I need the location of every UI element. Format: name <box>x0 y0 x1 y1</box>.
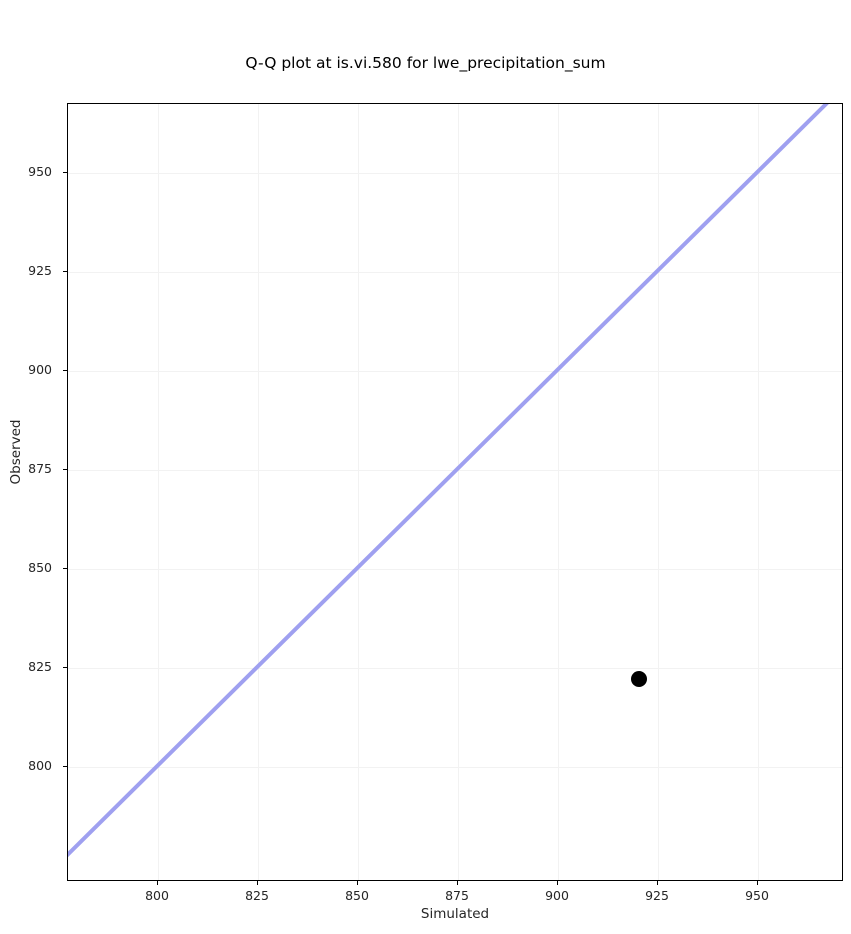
gridline-vertical <box>358 104 359 880</box>
chart-title-line-1: Q-Q plot at is.vi.580 for lwe_precipitat… <box>245 54 606 72</box>
gridline-vertical <box>458 104 459 880</box>
x-tick-mark <box>457 881 458 885</box>
y-tick-label: 900 <box>28 362 52 378</box>
x-tick-mark <box>257 881 258 885</box>
x-tick-label: 900 <box>545 888 569 903</box>
y-tick-mark <box>63 469 67 471</box>
x-axis-label: Simulated <box>420 906 490 922</box>
gridline-horizontal <box>68 173 842 175</box>
x-tick-mark <box>557 881 558 885</box>
y-tick-mark <box>63 172 67 174</box>
y-tick-mark <box>63 370 67 372</box>
y-tick-mark <box>63 271 67 273</box>
x-tick-label: 800 <box>145 888 169 903</box>
x-tick-mark <box>157 881 158 885</box>
y-axis-label: Observed <box>8 419 24 485</box>
gridline-vertical <box>158 104 159 880</box>
gridline-horizontal <box>68 668 842 670</box>
y-tick-label: 800 <box>28 758 52 774</box>
y-tick-label: 950 <box>28 164 52 180</box>
y-tick-mark <box>63 766 67 768</box>
gridline-horizontal <box>68 767 842 769</box>
x-tick-label: 950 <box>745 888 769 903</box>
plot-area <box>67 103 843 881</box>
gridline-vertical <box>258 104 259 880</box>
y-tick-mark <box>63 568 67 570</box>
x-tick-mark <box>357 881 358 885</box>
x-tick-mark <box>757 881 758 885</box>
x-tick-label: 925 <box>645 888 669 903</box>
x-tick-label: 825 <box>245 888 269 903</box>
gridline-horizontal <box>68 569 842 571</box>
x-tick-label: 850 <box>345 888 369 903</box>
y-tick-mark <box>63 667 67 669</box>
gridline-vertical <box>558 104 559 880</box>
x-tick-label: 875 <box>445 888 469 903</box>
x-tick-mark <box>657 881 658 885</box>
one-to-one-reference-line <box>68 104 829 858</box>
gridline-horizontal <box>68 371 842 373</box>
data-point <box>631 670 648 687</box>
gridline-vertical <box>658 104 659 880</box>
y-tick-label: 875 <box>28 461 52 477</box>
y-tick-label: 925 <box>28 263 52 279</box>
y-tick-label: 825 <box>28 659 52 675</box>
gridline-horizontal <box>68 272 842 274</box>
y-tick-label: 850 <box>28 560 52 576</box>
gridline-vertical <box>758 104 759 880</box>
